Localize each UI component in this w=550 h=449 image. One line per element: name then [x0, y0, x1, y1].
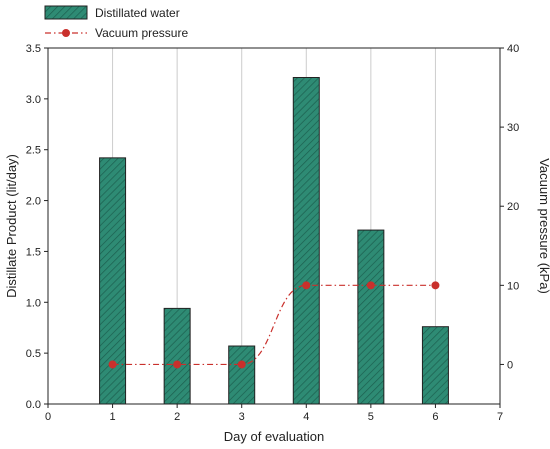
- bars: [99, 76, 449, 405]
- bar-day-4: [292, 76, 320, 405]
- legend-bar-swatch: [44, 5, 88, 20]
- legend-label-vacuum-pressure: Vacuum pressure: [95, 26, 188, 40]
- x-tick-label-0: 0: [45, 411, 51, 423]
- gridlines: [112, 48, 436, 404]
- vacuum-point-day-5: [366, 281, 375, 290]
- plot-frame: [47, 47, 501, 405]
- y-axis-left-title: Distillate Product (lit/day): [4, 154, 19, 298]
- legend-label-distillated-water: Distillated water: [95, 6, 180, 20]
- vacuum-line: [108, 281, 440, 369]
- y-tick-label-1: 0.5: [26, 348, 41, 360]
- y-axis-right-title: Vacuum pressure (kPa): [537, 158, 550, 294]
- vacuum-point-day-6: [431, 281, 440, 290]
- y-axis-right: 0 10 20 30 40: [500, 43, 519, 371]
- bar-day-5: [357, 229, 385, 405]
- y2-tick-label-0: 0: [507, 359, 513, 371]
- y-tick-label-7: 3.5: [26, 43, 41, 55]
- y-tick-label-0: 0.0: [26, 399, 41, 411]
- bar-day-3: [228, 345, 256, 405]
- x-tick-label-5: 5: [368, 411, 374, 423]
- vacuum-point-day-2: [173, 360, 182, 369]
- x-tick-label-7: 7: [497, 411, 503, 423]
- x-tick-label-4: 4: [303, 411, 309, 423]
- y-tick-label-2: 1.0: [26, 297, 41, 309]
- y2-tick-label-30: 30: [507, 122, 519, 134]
- y-tick-label-6: 3.0: [26, 94, 41, 106]
- x-tick-label-3: 3: [239, 411, 245, 423]
- vacuum-point-day-4: [302, 281, 311, 290]
- y-tick-label-4: 2.0: [26, 196, 41, 208]
- y2-tick-label-10: 10: [507, 280, 519, 292]
- x-axis: 0 1 2 3 4 5 6 7: [45, 404, 503, 423]
- x-tick-label-1: 1: [110, 411, 116, 423]
- x-axis-title: Day of evaluation: [224, 429, 324, 444]
- vacuum-pressure-line: [112, 284, 436, 366]
- x-tick-label-2: 2: [174, 411, 180, 423]
- vacuum-point-day-1: [108, 360, 117, 369]
- y-tick-label-3: 1.5: [26, 246, 41, 258]
- bar-day-6: [421, 326, 449, 405]
- y2-tick-label-40: 40: [507, 43, 519, 55]
- y-axis-left: 0.0 0.5 1.0 1.5 2.0 2.5 3.0 3.5: [26, 43, 48, 411]
- y2-tick-label-20: 20: [507, 201, 519, 213]
- vacuum-point-day-3: [237, 360, 246, 369]
- bar-day-2: [163, 307, 191, 405]
- x-tick-label-6: 6: [432, 411, 438, 423]
- legend: Distillated water Vacuum pressure: [44, 5, 188, 40]
- legend-marker: [62, 29, 70, 37]
- y-tick-label-5: 2.5: [26, 145, 41, 157]
